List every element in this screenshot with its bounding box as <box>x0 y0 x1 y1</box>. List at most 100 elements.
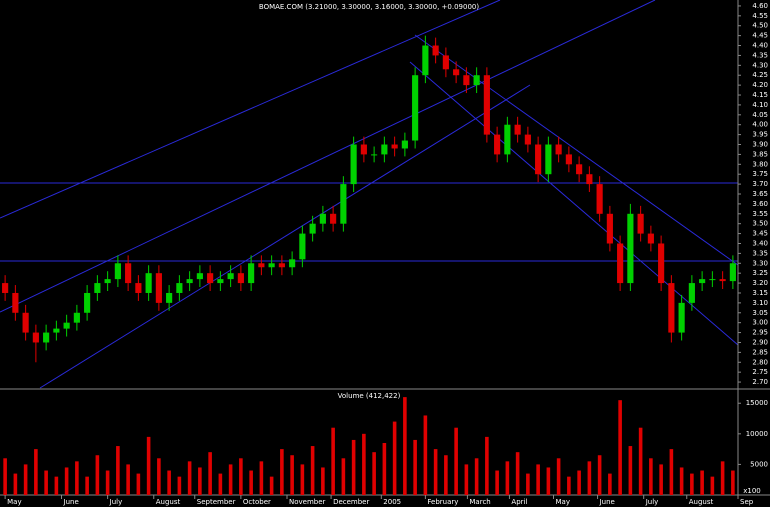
volume-bar <box>34 449 38 495</box>
x-tick-label: July <box>645 498 659 506</box>
volume-bar <box>331 427 335 495</box>
candle-body <box>524 134 531 145</box>
candle-body <box>289 259 296 268</box>
candle-body <box>330 213 337 224</box>
y-tick-label: 10000 <box>746 430 768 438</box>
x-tick-label: June <box>63 498 79 506</box>
volume-bar <box>351 439 356 495</box>
volume-bar <box>321 467 325 495</box>
volume-bar <box>85 476 89 495</box>
candle-body <box>535 144 542 175</box>
volume-bar <box>126 464 130 495</box>
volume-bar <box>280 449 284 495</box>
y-tick-label: 4.00 <box>752 121 768 129</box>
y-tick-label: 4.10 <box>752 101 768 109</box>
candle-body <box>2 283 9 293</box>
volume-bar <box>587 461 592 495</box>
volume-bar <box>495 470 499 495</box>
x-tick-label: August <box>156 498 181 506</box>
x-tick-label: 2005 <box>383 498 401 506</box>
candle-body <box>309 223 316 234</box>
candle-body <box>504 124 511 155</box>
volume-bar <box>228 464 233 495</box>
candle-body <box>699 279 706 284</box>
volume-bar <box>659 464 663 495</box>
volume-bar <box>300 464 305 495</box>
candle-body <box>729 263 736 282</box>
x-tick-label: September <box>197 498 236 506</box>
volume-bar <box>638 427 643 495</box>
volume-bar <box>618 400 622 495</box>
candle-body <box>391 144 398 149</box>
candle-body <box>514 124 521 135</box>
candle-body <box>319 213 326 224</box>
volume-bar <box>690 473 694 495</box>
trend-line <box>39 84 531 389</box>
volume-bar <box>382 443 387 495</box>
y-tick-label: 4.35 <box>752 51 768 59</box>
volume-bar <box>157 458 161 495</box>
y-tick-label: 2.90 <box>752 338 768 346</box>
y-tick-label: 3.55 <box>752 210 768 218</box>
candle-body <box>453 69 460 76</box>
candle-body <box>237 273 244 284</box>
volume-bar <box>515 452 520 495</box>
candle-body <box>73 312 80 323</box>
y-tick-label: 4.40 <box>752 42 768 50</box>
volume-bar <box>13 473 18 495</box>
candle-body <box>114 263 121 280</box>
volume-bar <box>177 476 182 495</box>
candle-body <box>617 243 624 284</box>
candle-body <box>432 45 439 56</box>
y-tick-label: 4.55 <box>752 12 768 20</box>
volume-bar <box>720 461 725 495</box>
volume-bar <box>23 464 28 495</box>
candle-body <box>84 292 91 313</box>
candle-body <box>155 273 162 303</box>
candle-body <box>371 154 378 156</box>
y-tick-label: 3.50 <box>752 220 768 228</box>
candle-body <box>658 243 665 284</box>
candle-body <box>350 144 357 185</box>
volume-bar <box>710 476 715 495</box>
candle-body <box>483 75 490 135</box>
volume-bar <box>239 458 243 495</box>
volume-bar <box>259 461 264 495</box>
volume-bar <box>372 452 376 495</box>
volume-bar <box>433 449 438 495</box>
volume-bar <box>526 473 530 495</box>
volume-bar <box>54 476 59 495</box>
y-tick-label: 2.95 <box>752 329 768 337</box>
y-tick-label: 3.75 <box>752 170 768 178</box>
candle-body <box>473 75 480 86</box>
y-tick-label: 3.40 <box>752 239 768 247</box>
volume-bar <box>341 458 346 495</box>
y-tick-label: 4.30 <box>752 61 768 69</box>
candle-body <box>545 144 552 175</box>
candle-body <box>576 164 583 175</box>
y-tick-label: 2.70 <box>752 378 768 386</box>
candle-body <box>53 328 60 333</box>
candle-body <box>637 213 644 234</box>
y-tick-label: 4.45 <box>752 32 768 40</box>
volume-unit: x100 <box>743 487 761 495</box>
candle-body <box>709 279 716 281</box>
volume-bar <box>567 476 571 495</box>
y-tick-label: 15000 <box>746 399 768 407</box>
volume-bar <box>423 415 428 495</box>
candle-body <box>32 332 39 343</box>
y-tick-label: 3.70 <box>752 180 768 188</box>
candle-body <box>94 283 101 293</box>
volume-bar <box>167 470 171 495</box>
candle-body <box>688 283 695 303</box>
volume-bar <box>218 473 223 495</box>
candle-body <box>186 279 193 284</box>
volume-bar <box>556 458 561 495</box>
volume-bar <box>3 458 7 495</box>
candle-body <box>463 75 470 86</box>
y-tick-label: 2.85 <box>752 348 768 356</box>
volume-bar <box>362 433 366 495</box>
candle-body <box>22 312 29 333</box>
volume-bar <box>136 473 141 495</box>
volume-bar <box>64 467 69 495</box>
